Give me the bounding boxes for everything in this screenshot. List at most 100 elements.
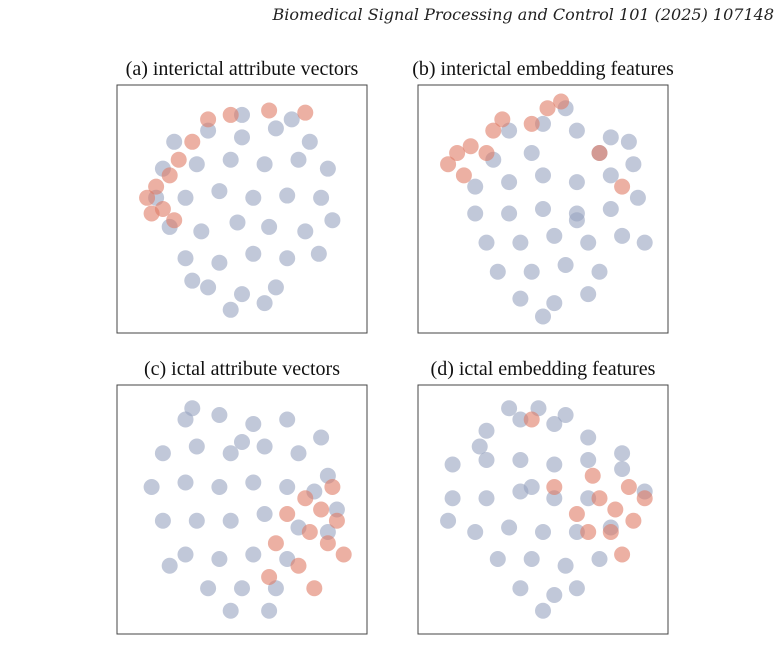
scatter-point bbox=[580, 490, 597, 507]
scatter-point bbox=[166, 212, 183, 229]
scatter-point bbox=[148, 178, 165, 195]
scatter-point bbox=[267, 535, 284, 552]
scatter-point bbox=[614, 178, 631, 195]
panel-frame bbox=[417, 84, 669, 334]
scatter-point bbox=[512, 580, 529, 597]
scatter-point bbox=[535, 308, 551, 325]
scatter-point bbox=[177, 474, 194, 491]
scatter-point bbox=[523, 551, 540, 567]
panel-title: (d) ictal embedding features bbox=[431, 358, 656, 380]
scatter-point bbox=[261, 602, 278, 619]
scatter-point bbox=[188, 438, 205, 455]
scatter-point bbox=[546, 479, 563, 495]
panel-frame bbox=[116, 84, 368, 334]
scatter-point bbox=[535, 167, 551, 184]
scatter-point bbox=[478, 452, 495, 468]
scatter-point bbox=[245, 474, 262, 491]
scatter-point bbox=[614, 461, 631, 477]
scatter-point bbox=[279, 411, 296, 428]
scatter-point bbox=[310, 245, 327, 262]
scatter-point bbox=[512, 411, 529, 428]
scatter-point bbox=[283, 111, 300, 128]
scatter-point bbox=[444, 490, 461, 507]
scatter-point bbox=[535, 602, 551, 619]
scatter-point bbox=[546, 587, 563, 603]
scatter-point bbox=[245, 245, 262, 262]
scatter-point bbox=[184, 133, 201, 150]
scatter-point bbox=[546, 227, 563, 244]
scatter-point bbox=[324, 212, 341, 229]
scatter-point bbox=[568, 524, 585, 540]
scatter-point bbox=[557, 557, 574, 574]
scatter-point bbox=[580, 286, 597, 303]
scatter-point bbox=[256, 506, 273, 522]
scatter-point bbox=[211, 183, 228, 200]
scatter-point bbox=[614, 227, 631, 244]
scatter-point bbox=[539, 100, 556, 117]
scatter-point bbox=[478, 490, 495, 507]
scatter-point bbox=[557, 257, 574, 273]
scatter-point bbox=[478, 422, 495, 439]
scatter-point bbox=[301, 133, 318, 150]
scatter-point bbox=[591, 263, 608, 280]
scatter-point bbox=[306, 580, 323, 597]
scatter-point bbox=[523, 145, 540, 161]
scatter-point bbox=[319, 535, 336, 552]
scatter-point bbox=[568, 212, 585, 229]
scatter-point bbox=[222, 106, 239, 123]
scatter-point bbox=[489, 551, 506, 567]
scatter-point bbox=[261, 218, 278, 235]
scatter-point bbox=[328, 501, 345, 518]
panel-title: (b) interictal embedding features bbox=[412, 58, 674, 80]
scatter-point bbox=[568, 580, 585, 597]
scatter-point bbox=[535, 201, 551, 217]
scatter-point bbox=[546, 456, 563, 473]
scatter-point bbox=[580, 452, 597, 468]
scatter-point bbox=[245, 416, 262, 432]
scatter-point bbox=[319, 524, 336, 540]
scatter-point bbox=[245, 546, 262, 563]
scatter-point bbox=[313, 501, 330, 518]
scatter-point bbox=[324, 479, 341, 495]
scatter-point bbox=[161, 557, 178, 574]
scatter-point bbox=[444, 456, 461, 473]
scatter-point bbox=[546, 490, 563, 507]
scatter-point bbox=[313, 189, 330, 206]
scatter-point bbox=[222, 512, 239, 529]
journal-header: Biomedical Signal Processing and Control… bbox=[272, 5, 774, 24]
scatter-point bbox=[580, 429, 597, 446]
scatter-point bbox=[200, 580, 217, 597]
scatter-point bbox=[200, 111, 217, 128]
scatter-point bbox=[177, 189, 194, 206]
scatter-point bbox=[279, 250, 296, 267]
scatter-point bbox=[261, 102, 278, 119]
scatter-point bbox=[501, 174, 518, 191]
scatter-point bbox=[313, 429, 330, 446]
scatter-point bbox=[512, 234, 529, 251]
scatter-point bbox=[319, 160, 336, 177]
scatter-point bbox=[535, 115, 551, 132]
scatter-point bbox=[614, 445, 631, 462]
scatter-point bbox=[256, 156, 273, 173]
scatter-point bbox=[184, 400, 201, 417]
scatter-point bbox=[625, 156, 642, 173]
scatter-point bbox=[467, 205, 484, 222]
scatter-point bbox=[602, 167, 619, 184]
panel-title: (a) interictal attribute vectors bbox=[126, 58, 359, 80]
scatter-point bbox=[154, 201, 171, 217]
scatter-point bbox=[222, 151, 239, 168]
scatter-point bbox=[279, 187, 296, 204]
scatter-point bbox=[568, 122, 585, 139]
scatter-point bbox=[580, 234, 597, 251]
scatter-point bbox=[154, 512, 171, 529]
panel-frame bbox=[116, 384, 368, 635]
scatter-point bbox=[636, 234, 653, 251]
scatter-point bbox=[200, 122, 217, 139]
scatter-point bbox=[546, 295, 563, 312]
scatter-point bbox=[614, 546, 631, 563]
scatter-point bbox=[620, 479, 637, 495]
scatter-point bbox=[234, 434, 250, 450]
scatter-point bbox=[335, 546, 352, 563]
scatter-point bbox=[256, 295, 273, 312]
